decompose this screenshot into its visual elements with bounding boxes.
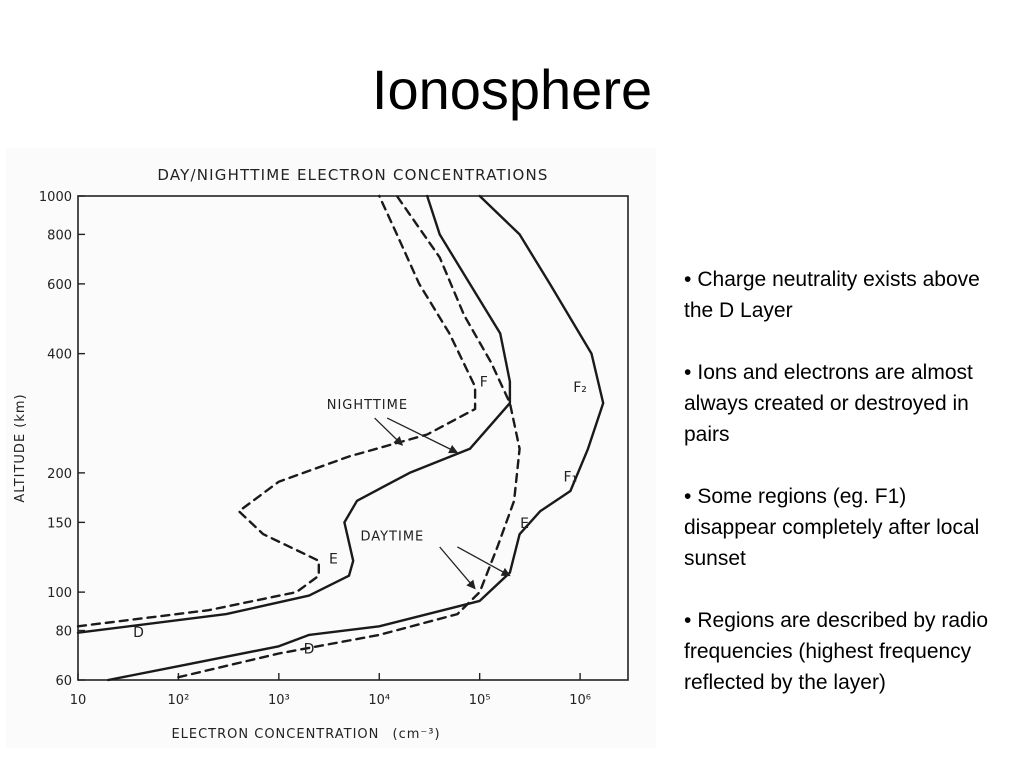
layer-label: E (520, 516, 529, 532)
bullet-item: • Some regions (eg. F1) disappear complet… (684, 481, 1004, 574)
solid-curve (76, 194, 512, 634)
y-tick-label: 1000 (39, 190, 72, 205)
layer-label: D (304, 641, 315, 657)
dashed-curve (177, 194, 521, 679)
y-axis-label: ALTITUDE (km) (13, 393, 28, 502)
curve-label: DAYTIME (360, 529, 424, 544)
y-tick-label: 400 (47, 348, 72, 363)
bullet-dot: • (684, 485, 692, 508)
y-tick-label: 200 (47, 467, 72, 482)
x-tick-label: 10⁵ (469, 693, 491, 708)
bullet-dot: • (684, 609, 692, 632)
ionosphere-chart: DAY/NIGHTTIME ELECTRON CONCENTRATIONS 60… (6, 148, 656, 748)
y-tick-label: 600 (47, 278, 72, 293)
chart-title: DAY/NIGHTTIME ELECTRON CONCENTRATIONS (157, 166, 548, 184)
plot-frame (77, 195, 629, 681)
bullet-dot: • (684, 361, 692, 384)
bullet-text: Charge neutrality exists above the D Lay… (684, 268, 980, 322)
pointer-arrow (374, 417, 404, 446)
y-tick-label: 60 (55, 674, 72, 689)
bullet-item: • Regions are described by radio frequenc… (684, 605, 1004, 698)
layer-label: F (480, 375, 488, 391)
chart-series (76, 194, 605, 682)
chart-canvas: DAY/NIGHTTIME ELECTRON CONCENTRATIONS 60… (6, 148, 656, 748)
chart-background (6, 148, 656, 748)
solid-curve (107, 194, 605, 682)
layer-label: F₁ (564, 470, 578, 486)
pointer-arrow (386, 417, 459, 454)
slide-title: Ionosphere (371, 58, 653, 121)
dashed-curve (76, 194, 477, 628)
pointer-arrow (439, 546, 476, 590)
layer-label: D (133, 625, 144, 641)
bullet-dot: • (684, 268, 692, 291)
chart-arrows (374, 417, 511, 590)
chart-axes: 60 80 100 150 200 400 600 800 1000 10 10² 10³ 10⁴ 10⁵… (39, 190, 629, 708)
bullet-list: • Charge neutrality exists above the D La… (684, 264, 1004, 729)
bullet-item: • Charge neutrality exists above the D La… (684, 264, 1004, 326)
x-axis-title: ELECTRON CONCENTRATION (171, 727, 379, 742)
x-tick-label: 10² (168, 693, 190, 708)
y-tick-label: 100 (47, 586, 72, 601)
bullet-text: Some regions (eg. F1) disappear complete… (684, 485, 980, 570)
bullet-text: Ions and electrons are almost always cre… (684, 361, 973, 446)
pointer-arrow (457, 546, 511, 577)
x-tick-label: 10⁶ (569, 693, 591, 708)
bullet-item: • Ions and electrons are almost always cr… (684, 357, 1004, 450)
chart-annotations: NIGHTTIME DAYTIME F F₂ F₁ E E D D (133, 375, 587, 658)
layer-label: E (329, 552, 338, 568)
y-tick-label: 800 (47, 228, 72, 243)
x-axis-label: ELECTRON CONCENTRATION (cm⁻³) (171, 727, 440, 742)
x-tick-label: 10 (70, 693, 87, 708)
x-tick-label: 10³ (268, 693, 290, 708)
curve-label: NIGHTTIME (327, 398, 408, 413)
layer-label: F₂ (573, 380, 587, 396)
x-tick-label: 10⁴ (368, 693, 390, 708)
x-axis-unit: (cm⁻³) (393, 727, 441, 742)
bullet-text: Regions are described by radio frequenci… (684, 609, 989, 694)
y-tick-label: 150 (47, 516, 72, 531)
y-tick-label: 80 (55, 625, 72, 640)
